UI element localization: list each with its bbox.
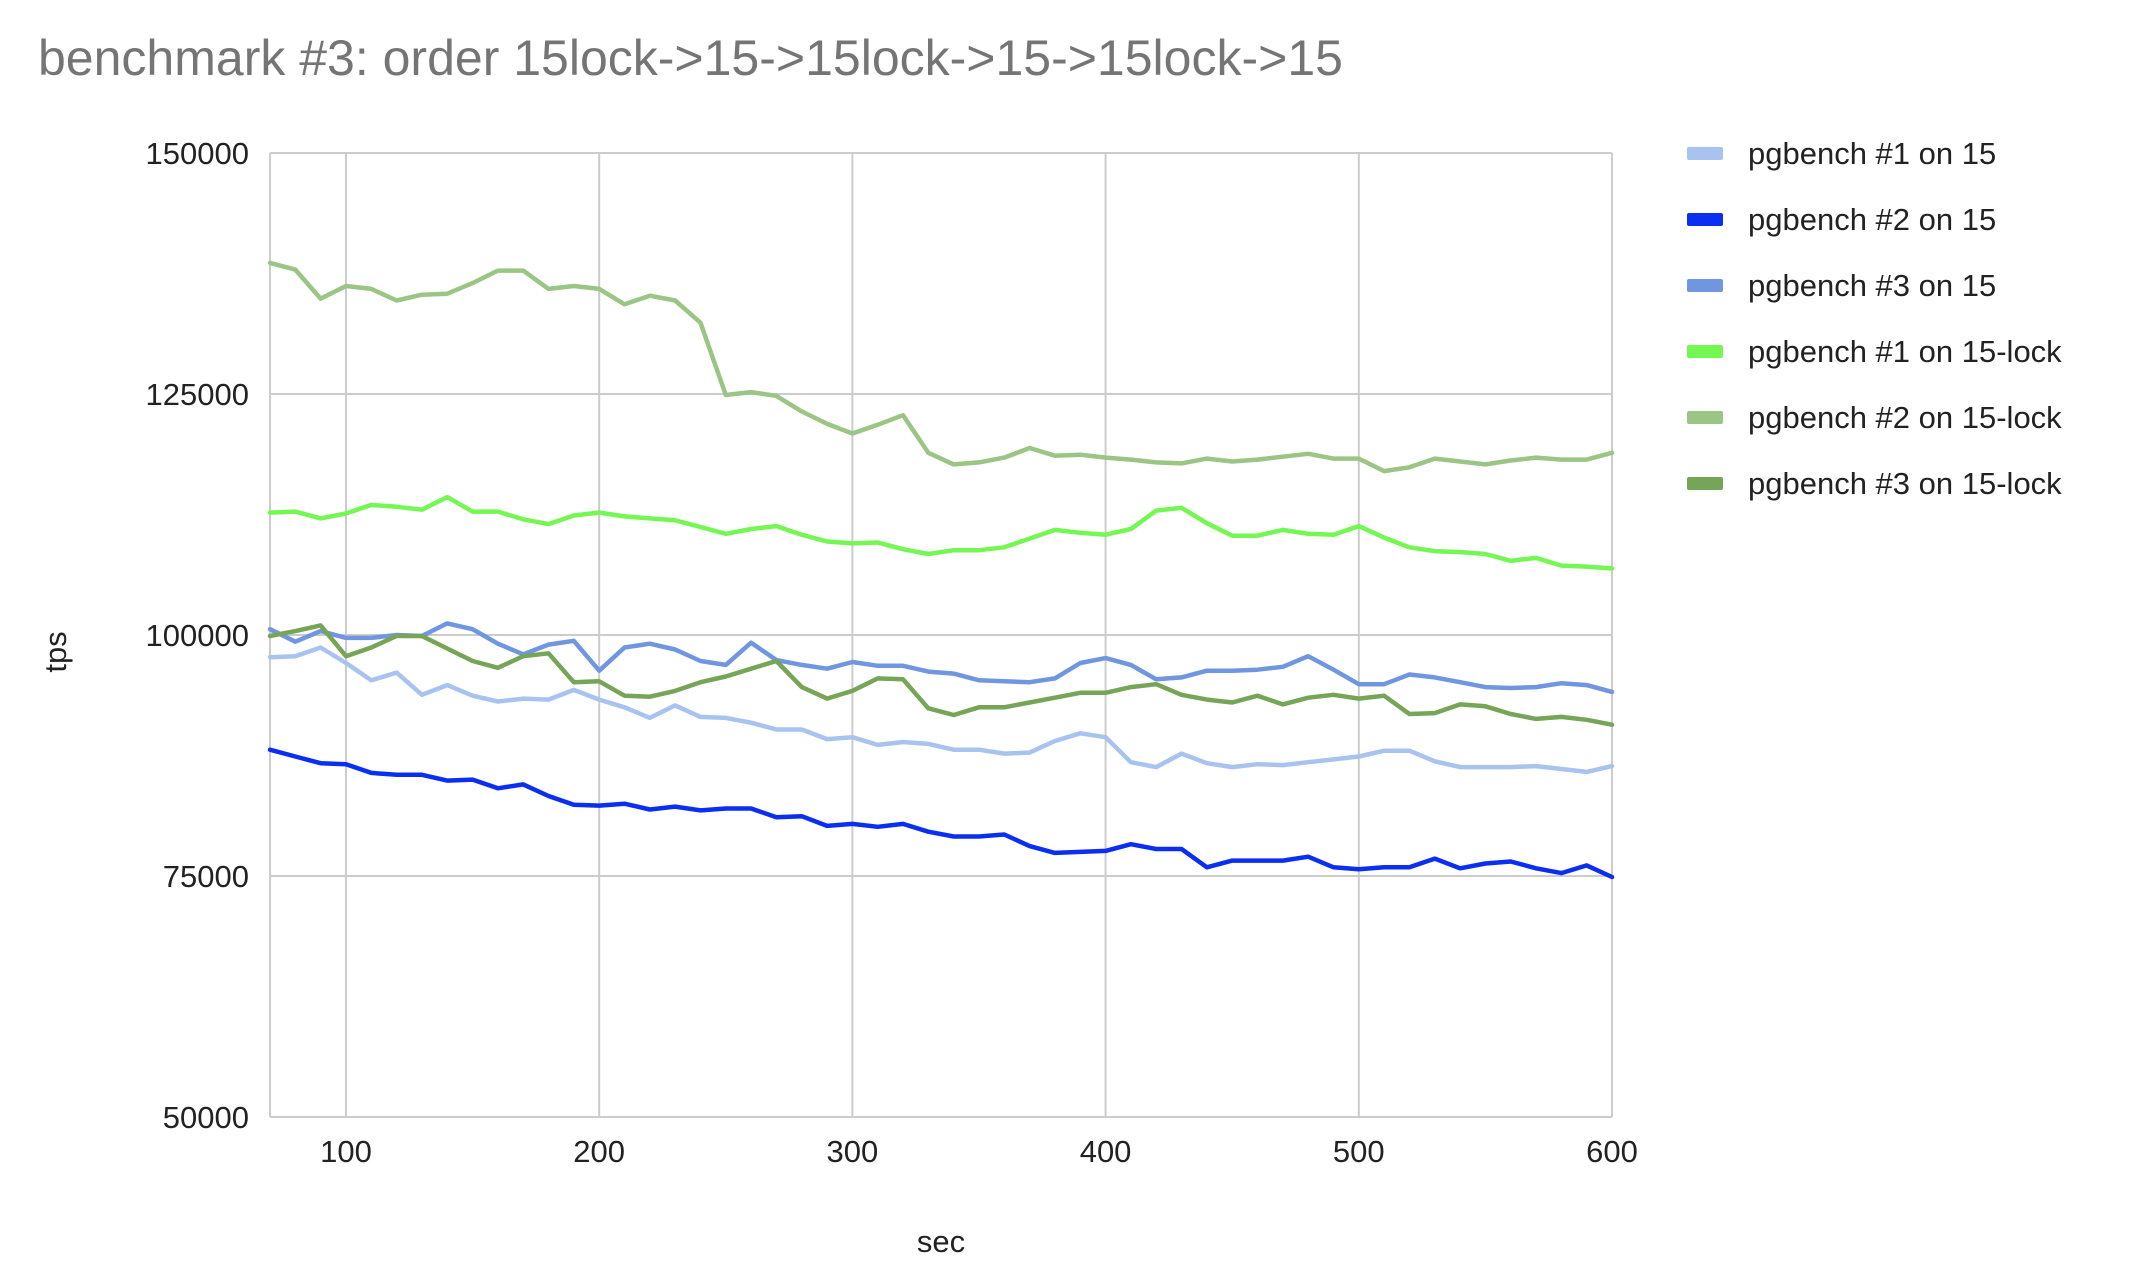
series-line-2	[267, 747, 1615, 880]
grid	[269, 152, 1613, 1118]
legend-label: pgbench #2 on 15	[1748, 202, 1996, 237]
y-tick-label: 50000	[163, 1100, 249, 1135]
legend-swatch	[1687, 477, 1723, 490]
legend-swatch	[1687, 147, 1723, 160]
legend-label: pgbench #1 on 15	[1748, 136, 1996, 171]
legend-swatch	[1687, 279, 1723, 292]
series-line-3	[267, 621, 1615, 695]
y-tick-label: 75000	[163, 859, 249, 894]
legend-label: pgbench #3 on 15	[1748, 268, 1996, 303]
x-tick-label: 300	[827, 1134, 879, 1169]
x-tick-label: 200	[573, 1134, 625, 1169]
x-axis-label: sec	[917, 1224, 965, 1259]
y-axis-label: tps	[38, 631, 73, 672]
x-tick-label: 100	[320, 1134, 372, 1169]
legend-label: pgbench #2 on 15-lock	[1748, 400, 2062, 435]
series-line-5	[267, 260, 1615, 474]
legend-swatch	[1687, 411, 1723, 424]
chart-title: benchmark #3: order 15lock->15->15lock->…	[38, 30, 1343, 86]
x-tick-label: 600	[1586, 1134, 1638, 1169]
legend-label: pgbench #3 on 15-lock	[1748, 466, 2062, 501]
series-line-1	[267, 645, 1615, 775]
tick-labels: 50000 75000 100000 125000 150000 100 200 300 400…	[146, 136, 1638, 1169]
series-line-4	[267, 494, 1615, 571]
x-tick-label: 500	[1333, 1134, 1385, 1169]
legend-swatch	[1687, 345, 1723, 358]
y-tick-label: 125000	[146, 377, 249, 412]
legend-swatch	[1687, 213, 1723, 226]
y-tick-label: 150000	[146, 136, 249, 171]
series-line-6	[267, 623, 1615, 727]
legend-label: pgbench #1 on 15-lock	[1748, 334, 2062, 369]
series-lines	[267, 260, 1615, 880]
x-tick-label: 400	[1080, 1134, 1132, 1169]
legend: pgbench #1 on 15 pgbench #2 on 15 pgbench …	[1687, 136, 2062, 501]
y-tick-label: 100000	[146, 618, 249, 653]
